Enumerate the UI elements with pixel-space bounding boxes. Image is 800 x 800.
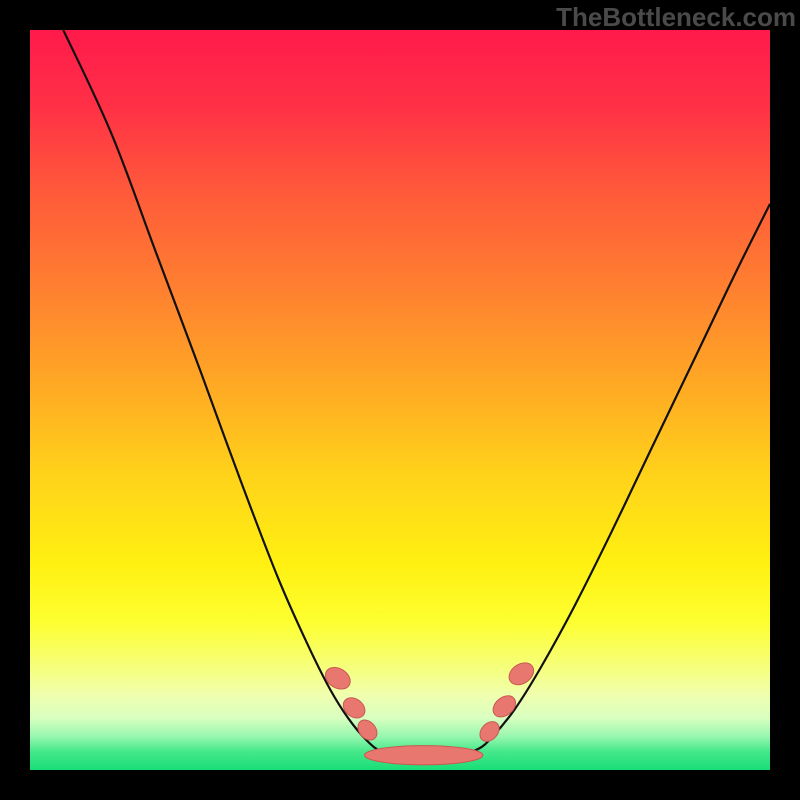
curve-marker xyxy=(364,746,482,765)
plot-area xyxy=(30,30,770,770)
bottleneck-curve xyxy=(30,30,770,770)
curve-marker xyxy=(505,658,538,689)
curve-marker xyxy=(489,691,520,721)
curve-markers xyxy=(321,658,537,764)
curve-marker xyxy=(476,718,503,745)
curve-marker xyxy=(321,663,354,693)
watermark-text: TheBottleneck.com xyxy=(556,2,796,33)
curve-marker xyxy=(339,694,369,723)
curve-marker xyxy=(354,716,381,743)
v-curve-path xyxy=(63,30,770,756)
